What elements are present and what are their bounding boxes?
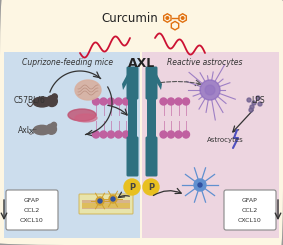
Text: AXL: AXL [128, 57, 156, 70]
Circle shape [115, 131, 122, 138]
Circle shape [93, 131, 100, 138]
Circle shape [175, 131, 182, 138]
Circle shape [252, 101, 256, 105]
Circle shape [258, 102, 262, 106]
Circle shape [51, 122, 56, 127]
Text: CCL2: CCL2 [24, 208, 40, 212]
FancyBboxPatch shape [127, 66, 138, 99]
Text: P: P [129, 183, 135, 192]
Polygon shape [154, 71, 162, 90]
Text: GFAP: GFAP [242, 197, 258, 203]
Circle shape [160, 131, 167, 138]
Text: ×: × [28, 127, 35, 136]
Text: Curcumin: Curcumin [102, 12, 158, 24]
FancyBboxPatch shape [82, 200, 130, 209]
Circle shape [247, 98, 251, 102]
FancyBboxPatch shape [142, 52, 279, 238]
Circle shape [115, 98, 122, 105]
Circle shape [46, 124, 56, 134]
Circle shape [100, 131, 107, 138]
Circle shape [175, 98, 182, 105]
Polygon shape [122, 71, 130, 90]
Circle shape [46, 96, 57, 107]
Text: CXCL10: CXCL10 [238, 218, 262, 222]
Text: Astrocytes: Astrocytes [207, 137, 243, 143]
Text: C57BL/6: C57BL/6 [14, 96, 46, 105]
Circle shape [52, 94, 57, 99]
FancyBboxPatch shape [128, 98, 137, 138]
FancyBboxPatch shape [224, 190, 276, 230]
Circle shape [123, 131, 130, 138]
Circle shape [98, 199, 102, 203]
Circle shape [124, 179, 140, 195]
Circle shape [108, 98, 115, 105]
Circle shape [250, 105, 254, 109]
Circle shape [93, 98, 100, 105]
Circle shape [181, 17, 184, 19]
Ellipse shape [68, 109, 96, 121]
Text: GFAP: GFAP [24, 197, 40, 203]
Circle shape [256, 96, 260, 100]
Text: P: P [148, 183, 154, 192]
FancyBboxPatch shape [145, 66, 158, 99]
Text: CXCL10: CXCL10 [20, 218, 44, 222]
FancyBboxPatch shape [145, 136, 158, 176]
Circle shape [183, 98, 190, 105]
Text: Axl⁻⁻: Axl⁻⁻ [18, 125, 38, 135]
Circle shape [194, 179, 206, 191]
Circle shape [168, 131, 175, 138]
Circle shape [205, 85, 215, 95]
Text: CCL2: CCL2 [242, 208, 258, 212]
FancyBboxPatch shape [6, 190, 58, 230]
FancyBboxPatch shape [147, 98, 156, 138]
FancyBboxPatch shape [82, 203, 130, 208]
Text: Cuprizone-feeding mice: Cuprizone-feeding mice [22, 58, 113, 66]
FancyBboxPatch shape [4, 4, 279, 54]
Text: LPS: LPS [251, 96, 265, 105]
Circle shape [109, 195, 117, 203]
Circle shape [168, 98, 175, 105]
Circle shape [111, 197, 115, 201]
Text: Reactive astrocytes: Reactive astrocytes [167, 58, 243, 66]
Ellipse shape [33, 97, 51, 107]
FancyBboxPatch shape [79, 194, 133, 214]
Ellipse shape [33, 125, 50, 135]
Circle shape [166, 17, 169, 19]
FancyBboxPatch shape [4, 52, 140, 238]
Circle shape [143, 179, 159, 195]
Circle shape [198, 183, 202, 187]
Circle shape [96, 197, 104, 205]
Circle shape [183, 131, 190, 138]
Ellipse shape [75, 80, 101, 100]
Circle shape [160, 98, 167, 105]
Ellipse shape [75, 114, 97, 122]
Circle shape [123, 98, 130, 105]
Circle shape [249, 108, 253, 112]
Circle shape [108, 131, 115, 138]
Circle shape [200, 80, 220, 100]
Circle shape [100, 98, 107, 105]
FancyBboxPatch shape [127, 136, 138, 176]
